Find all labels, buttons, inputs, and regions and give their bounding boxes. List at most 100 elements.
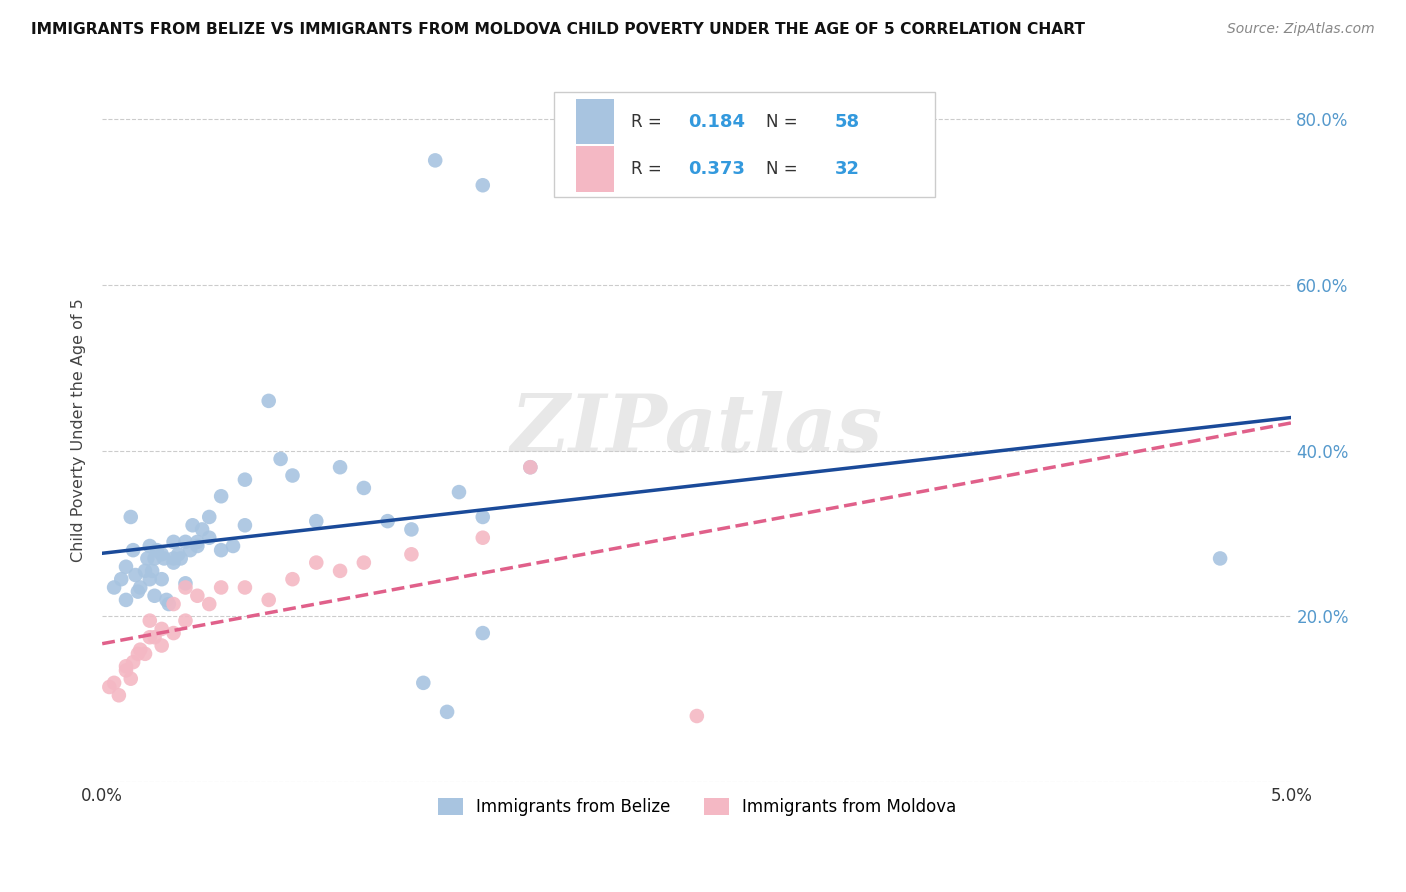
Point: [153, 551, 176, 566]
Point: [174, 576, 197, 591]
Text: IMMIGRANTS FROM BELIZE VS IMMIGRANTS FROM MOLDOVA CHILD POVERTY UNDER THE AGE OF: IMMIGRANTS FROM BELIZE VS IMMIGRANTS FRO…: [31, 22, 1085, 37]
Point: [141, 564, 163, 578]
Point: [377, 514, 399, 528]
Point: [353, 481, 375, 495]
Point: [471, 510, 494, 524]
Point: [233, 581, 256, 595]
Point: [157, 597, 180, 611]
Point: [209, 581, 232, 595]
Point: [108, 688, 131, 702]
Point: [257, 593, 280, 607]
Point: [122, 543, 145, 558]
Point: [233, 473, 256, 487]
Point: [120, 510, 142, 524]
Point: [174, 614, 197, 628]
Point: [198, 597, 221, 611]
Point: [124, 568, 146, 582]
Point: [305, 556, 328, 570]
Point: [120, 672, 142, 686]
Bar: [575, 145, 613, 192]
Point: [209, 543, 232, 558]
FancyBboxPatch shape: [554, 92, 935, 197]
Point: [115, 559, 138, 574]
Legend: Immigrants from Belize, Immigrants from Moldova: Immigrants from Belize, Immigrants from …: [429, 790, 965, 825]
Point: [110, 572, 132, 586]
Point: [98, 680, 121, 694]
Point: [170, 551, 193, 566]
Point: [134, 564, 156, 578]
Point: [1209, 551, 1232, 566]
Point: [146, 543, 169, 558]
Point: [150, 639, 173, 653]
Point: [139, 539, 162, 553]
Point: [143, 551, 166, 566]
Point: [329, 460, 352, 475]
Point: [139, 572, 162, 586]
Text: 32: 32: [835, 160, 860, 178]
Text: 58: 58: [835, 113, 860, 131]
Point: [186, 539, 208, 553]
Point: [209, 489, 232, 503]
Point: [353, 556, 375, 570]
Point: [281, 468, 304, 483]
Point: [686, 709, 709, 723]
Point: [329, 564, 352, 578]
Point: [143, 630, 166, 644]
Point: [198, 510, 221, 524]
Point: [471, 531, 494, 545]
Point: [162, 556, 184, 570]
Point: [136, 551, 159, 566]
Point: [174, 534, 197, 549]
Point: [115, 664, 138, 678]
Point: [115, 659, 138, 673]
Point: [143, 589, 166, 603]
Point: [401, 547, 423, 561]
Point: [233, 518, 256, 533]
Point: [155, 593, 177, 607]
Point: [122, 655, 145, 669]
Text: 0.373: 0.373: [689, 160, 745, 178]
Text: N =: N =: [766, 113, 803, 131]
Point: [129, 642, 152, 657]
Point: [186, 534, 208, 549]
Text: N =: N =: [766, 160, 803, 178]
Point: [471, 626, 494, 640]
Point: [447, 485, 470, 500]
Point: [198, 531, 221, 545]
Point: [181, 518, 204, 533]
Point: [103, 581, 125, 595]
Point: [162, 626, 184, 640]
Point: [150, 622, 173, 636]
Point: [222, 539, 245, 553]
Point: [270, 451, 292, 466]
Point: [167, 547, 190, 561]
Y-axis label: Child Poverty Under the Age of 5: Child Poverty Under the Age of 5: [72, 298, 86, 562]
Point: [139, 614, 162, 628]
Point: [425, 153, 447, 168]
Point: [305, 514, 328, 528]
Point: [191, 523, 214, 537]
Bar: [575, 99, 613, 145]
Point: [150, 572, 173, 586]
Text: Source: ZipAtlas.com: Source: ZipAtlas.com: [1227, 22, 1375, 37]
Text: R =: R =: [631, 113, 668, 131]
Point: [186, 589, 208, 603]
Point: [519, 460, 541, 475]
Text: ZIPatlas: ZIPatlas: [510, 392, 883, 468]
Point: [103, 676, 125, 690]
Point: [257, 393, 280, 408]
Point: [519, 460, 541, 475]
Point: [150, 547, 173, 561]
Point: [115, 593, 138, 607]
Point: [129, 581, 152, 595]
Text: 0.184: 0.184: [689, 113, 745, 131]
Point: [471, 178, 494, 193]
Point: [162, 551, 184, 566]
Point: [436, 705, 458, 719]
Point: [281, 572, 304, 586]
Point: [127, 647, 149, 661]
Point: [127, 584, 149, 599]
Point: [412, 676, 434, 690]
Point: [174, 581, 197, 595]
Point: [179, 543, 201, 558]
